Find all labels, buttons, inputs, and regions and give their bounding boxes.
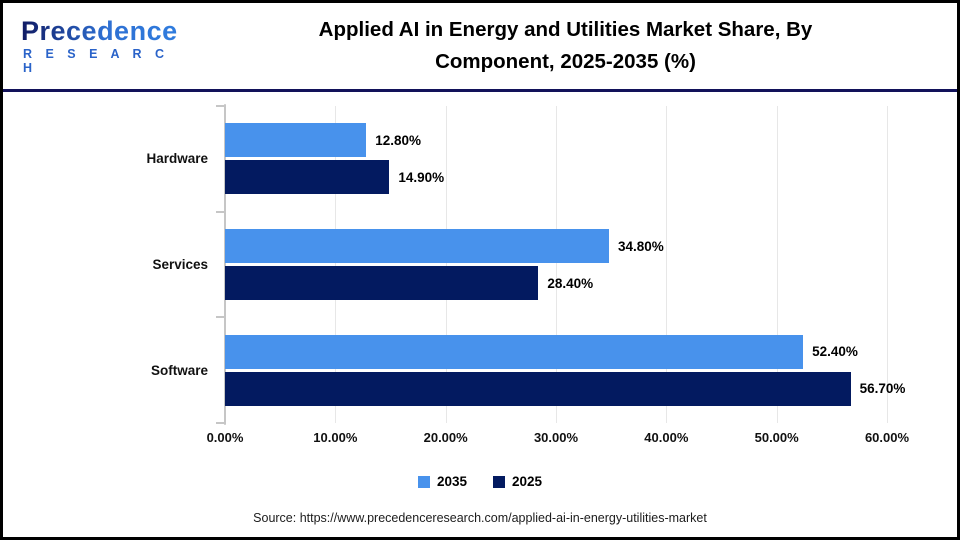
chart-title-line2: Component, 2025-2035 (%)	[435, 50, 696, 73]
bar-2035	[225, 229, 609, 263]
bar-row: 28.40%	[225, 266, 887, 300]
bar-row: 56.70%	[225, 371, 905, 406]
bar-2035	[225, 123, 367, 158]
category-label: Services	[152, 257, 208, 272]
bar-group-services: Services 34.80% 28.40%	[3, 212, 957, 318]
y-axis-tick	[216, 316, 225, 319]
y-axis-tick	[216, 422, 225, 424]
gridline	[445, 106, 447, 423]
x-axis-tick-label: 40.00%	[644, 430, 689, 445]
bar-pair: 52.40% 56.70%	[225, 334, 905, 406]
legend-item-2025: 2025	[493, 474, 542, 489]
bar-group-software: Software 52.40% 56.70%	[3, 317, 957, 423]
gridline	[335, 106, 337, 423]
gridline	[776, 106, 778, 423]
bar-value-label: 28.40%	[547, 275, 594, 291]
chart-title: Applied AI in Energy and Utilities Marke…	[188, 14, 957, 78]
x-axis-tick-label: 0.00%	[206, 430, 244, 445]
x-axis-tick-label: 50.00%	[754, 430, 799, 445]
bar-value-label: 14.90%	[398, 169, 445, 185]
gridline	[666, 106, 668, 423]
bar-groups: Hardware 12.80% 14.90% Services 34.80% 28.40%…	[3, 106, 957, 423]
bar-value-label: 34.80%	[617, 238, 664, 254]
bar-2025	[225, 160, 390, 195]
x-axis-tick-label: 20.00%	[423, 430, 468, 445]
x-axis: 0.00% 10.00% 20.00% 30.00% 40.00% 50.00% 60.00…	[207, 430, 909, 450]
gridline	[887, 106, 888, 423]
gridline	[556, 106, 557, 423]
category-label: Software	[150, 362, 208, 378]
bar-2035	[225, 334, 804, 369]
precedence-research-logo: Precedence R E S E A R C H	[3, 16, 188, 76]
bar-row: 12.80%	[225, 123, 887, 158]
grid-layer	[216, 104, 888, 425]
legend-item-2035: 2035	[417, 474, 467, 489]
y-axis-tick	[216, 210, 225, 213]
legend-label: 2035	[436, 474, 467, 489]
bar-row: 34.80%	[225, 229, 887, 263]
bar-pair: 12.80% 14.90%	[225, 123, 887, 195]
x-axis-tick-label: 60.00%	[864, 430, 910, 445]
chart-title-line1: Applied AI in Energy and Utilities Marke…	[318, 18, 813, 42]
bar-value-label: 12.80%	[375, 132, 422, 148]
bar-value-label: 56.70%	[859, 381, 906, 397]
y-axis-line	[224, 104, 226, 425]
logo-subtitle: R E S E A R C H	[23, 47, 170, 76]
legend-swatch-2025	[493, 475, 505, 488]
bar-row: 52.40%	[225, 334, 887, 369]
bar-row: 14.90%	[225, 160, 887, 195]
y-axis-tick	[216, 105, 225, 107]
bar-2025	[225, 266, 539, 300]
source-attribution: Source: https://www.precedenceresearch.c…	[253, 511, 707, 525]
legend-label: 2025	[512, 474, 543, 489]
header: Precedence R E S E A R C H Applied AI in…	[3, 3, 957, 92]
bar-pair: 34.80% 28.40%	[225, 229, 887, 300]
bar-value-label: 52.40%	[812, 344, 858, 360]
x-axis-tick-label: 10.00%	[313, 430, 358, 445]
category-label: Hardware	[146, 151, 208, 167]
bar-group-hardware: Hardware 12.80% 14.90%	[3, 106, 957, 212]
bar-2025	[225, 371, 851, 406]
x-axis-tick-label: 30.00%	[533, 430, 579, 445]
legend-swatch-2035	[417, 475, 430, 488]
legend: 2035 2025	[3, 474, 957, 489]
plot-area: Hardware 12.80% 14.90% Services 34.80% 28.40%…	[3, 104, 957, 425]
logo-wordmark: Precedence	[21, 16, 188, 45]
